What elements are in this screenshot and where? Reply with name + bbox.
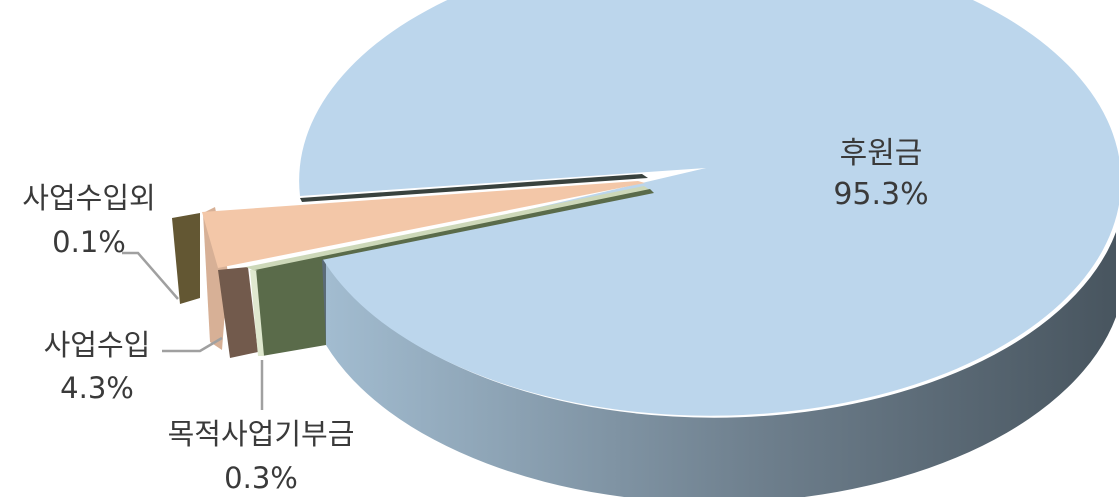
slice-edge-designated-donation bbox=[250, 269, 264, 356]
slice-top-designated-donation bbox=[246, 186, 650, 271]
leader-line-business-income bbox=[162, 336, 223, 353]
leader-line-non-business-income bbox=[122, 251, 179, 300]
label-donation-value: 95.3% bbox=[833, 177, 928, 212]
label-non-business-income-name: 사업수입외 bbox=[22, 181, 155, 215]
label-designated-donation-value: 0.3% bbox=[224, 461, 298, 495]
label-donation-name: 후원금 bbox=[840, 136, 923, 171]
slice-side-designated-donation bbox=[255, 259, 326, 356]
slice-top-donation bbox=[299, 0, 1119, 416]
slice-side-non-business-income bbox=[172, 213, 200, 304]
label-business-income-value: 4.3% bbox=[60, 371, 134, 405]
slice-top-business-income bbox=[202, 181, 645, 268]
slice-top-designated-donation-edge bbox=[255, 189, 654, 272]
label-business-income-name: 사업수입 bbox=[44, 328, 151, 362]
slice-side-business-income-cut bbox=[218, 267, 258, 358]
slice-top-non-business-income bbox=[300, 174, 648, 202]
label-designated-donation-name: 목적사업기부금 bbox=[168, 417, 355, 451]
label-non-business-income-value: 0.1% bbox=[52, 225, 126, 259]
slice-side-donation bbox=[326, 232, 1116, 497]
